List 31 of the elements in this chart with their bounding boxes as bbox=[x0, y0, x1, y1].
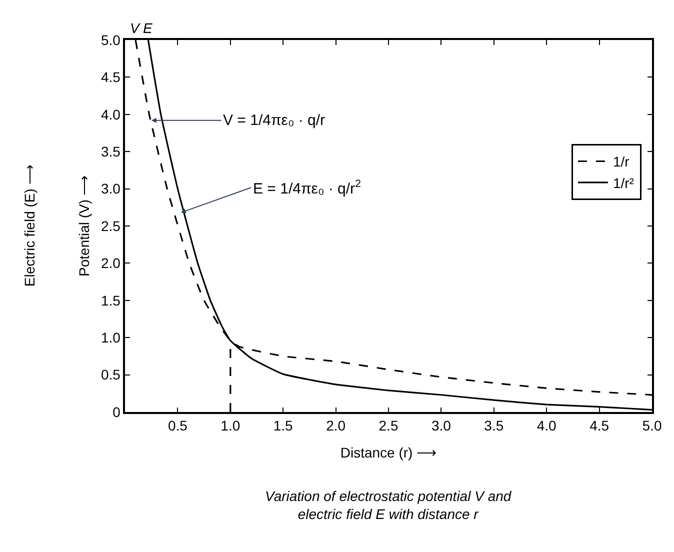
x-tick-label: 2.0 bbox=[326, 418, 346, 434]
y-tick-label: 3.5 bbox=[100, 144, 121, 160]
y-tick-label: 4.0 bbox=[100, 106, 121, 122]
x-tick-label: 3.0 bbox=[431, 418, 452, 434]
text: Variation of electrostatic potential V and electric field E with distance r bbox=[265, 488, 512, 522]
annotation: E = 1/4πε₀ · q/r$^{2}$ bbox=[253, 178, 362, 198]
y-tick-label: 1.5 bbox=[100, 292, 121, 308]
x-tick-label: 2.5 bbox=[378, 418, 398, 434]
legend-label: 1/r² bbox=[612, 174, 634, 191]
y-tick-label: 0.5 bbox=[100, 366, 121, 383]
annotation: V bbox=[130, 20, 141, 36]
y2-axis-title: Electric field (E) ⟶ bbox=[22, 164, 38, 287]
x-tick-label: 5.0 bbox=[642, 418, 662, 434]
y-tick-label: 4.5 bbox=[100, 69, 121, 86]
legend-label: 1/r bbox=[612, 154, 630, 170]
x-tick-label: 4.5 bbox=[590, 418, 610, 434]
y-tick-label: 5.0 bbox=[100, 32, 121, 48]
y-tick-label: 0 bbox=[112, 404, 121, 420]
x-tick-label: 3.5 bbox=[484, 418, 504, 434]
y-tick-label: 1.0 bbox=[100, 330, 121, 346]
x-tick-label: 4.0 bbox=[536, 418, 557, 434]
x-axis-title: Distance (r) ⟶ bbox=[340, 444, 437, 460]
x-tick-label: 1.5 bbox=[273, 418, 294, 434]
annotation: E bbox=[143, 20, 153, 36]
annotation: V = 1/4πε₀ · q/r bbox=[223, 112, 326, 129]
y-axis-title: Potential (V) ⟶ bbox=[76, 176, 92, 276]
y-tick-label: 3.0 bbox=[100, 180, 121, 197]
y-tick-label: 2.5 bbox=[100, 218, 121, 234]
x-tick-label: 0.5 bbox=[168, 418, 188, 434]
x-tick-label: 1.0 bbox=[220, 418, 240, 434]
y-tick-label: 2.0 bbox=[100, 255, 121, 272]
